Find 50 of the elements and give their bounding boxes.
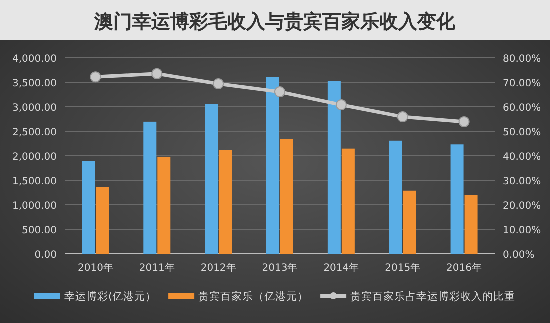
y-tick-label: 1,500.00 xyxy=(12,176,57,188)
y2-tick-label: 60.00% xyxy=(503,103,542,114)
bar xyxy=(342,148,355,254)
bar xyxy=(389,140,402,254)
bar xyxy=(403,190,416,254)
point xyxy=(274,86,286,98)
bar xyxy=(144,122,157,254)
point xyxy=(213,78,224,90)
bar xyxy=(82,161,96,254)
y2-tick-label: 20.00% xyxy=(503,201,542,212)
legend-label: 贵宾百家乐占幸运博彩收入的比重 xyxy=(350,290,516,303)
bar xyxy=(219,150,232,254)
y-tick-label: 2,000.00 xyxy=(12,152,57,163)
y2-tick-label: 10.00% xyxy=(503,226,542,236)
x-tick-label: 2013年 xyxy=(262,262,298,274)
x-tick-label: 2014年 xyxy=(324,262,360,274)
y-tick-label: 3,500.00 xyxy=(12,78,57,90)
bar xyxy=(96,187,110,254)
point xyxy=(152,68,163,80)
bar xyxy=(158,156,171,254)
y-tick-label: 4,000.00 xyxy=(12,54,57,65)
y-tick-label: 2,500.00 xyxy=(12,128,57,138)
point xyxy=(458,116,470,128)
y2-tick-label: 70.00% xyxy=(503,78,542,90)
y2-tick-label: 0.00% xyxy=(503,250,535,261)
x-tick-label: 2012年 xyxy=(200,262,236,274)
x-tick-label: 2011年 xyxy=(139,262,175,274)
y2-tick-label: 50.00% xyxy=(503,128,542,138)
point xyxy=(336,100,347,111)
legend-label: 幸运博彩(亿港元） xyxy=(64,290,157,303)
bar xyxy=(266,77,280,254)
bar xyxy=(450,144,464,254)
bar xyxy=(328,81,341,254)
y-tick-label: 500.00 xyxy=(22,226,57,236)
point xyxy=(90,72,102,83)
bar xyxy=(464,195,478,254)
x-tick-label: 2010年 xyxy=(78,262,114,274)
legend-label: 贵宾百家乐（亿港元） xyxy=(198,290,309,303)
bar xyxy=(280,139,294,254)
y2-tick-label: 80.00% xyxy=(503,54,542,65)
y-tick-label: 3,000.00 xyxy=(12,103,57,114)
chart-title: 澳门幸运博彩毛收入与贵宾百家乐收入变化 xyxy=(94,11,456,33)
y2-tick-label: 40.00% xyxy=(503,152,542,163)
y-tick-label: 0.00 xyxy=(34,250,57,261)
bar xyxy=(205,104,218,254)
y-tick-label: 1,000.00 xyxy=(12,201,57,212)
point xyxy=(397,112,408,123)
x-tick-label: 2015年 xyxy=(385,262,421,274)
y2-tick-label: 30.00% xyxy=(503,176,542,188)
x-tick-label: 2016年 xyxy=(446,262,482,274)
